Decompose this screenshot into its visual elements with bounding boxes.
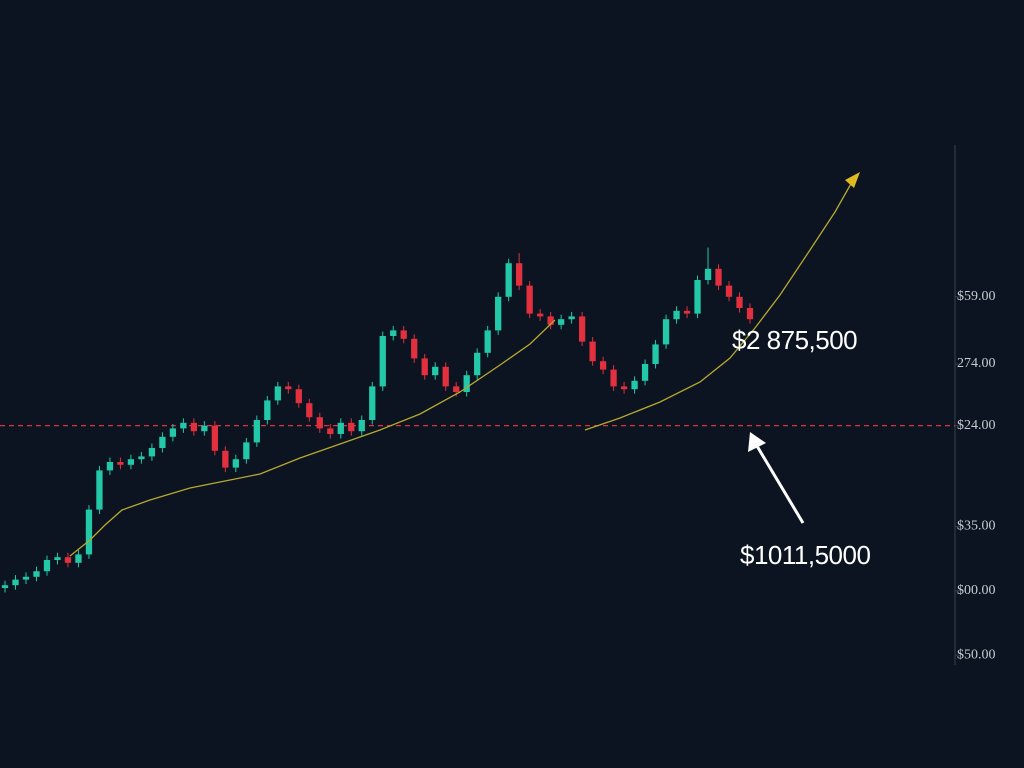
candle-body bbox=[264, 400, 271, 420]
candle-body bbox=[704, 268, 712, 280]
candle-body bbox=[379, 336, 386, 387]
moving-average bbox=[69, 319, 556, 557]
candle-body bbox=[54, 557, 61, 560]
candle-body bbox=[432, 366, 439, 376]
candle-body bbox=[484, 330, 491, 353]
candle-body bbox=[12, 579, 19, 586]
candle-body bbox=[96, 470, 103, 510]
candle-body bbox=[746, 308, 754, 320]
candle-body bbox=[22, 576, 30, 580]
candle-body bbox=[232, 459, 239, 468]
candle-body bbox=[243, 442, 250, 460]
candle-body bbox=[117, 462, 124, 465]
candle-body bbox=[526, 285, 533, 314]
candle-body bbox=[211, 425, 219, 451]
candle-body bbox=[348, 422, 355, 432]
candle-body bbox=[516, 263, 523, 286]
candle-body bbox=[463, 375, 470, 392]
pointer-arrowhead bbox=[748, 432, 766, 452]
candle-body bbox=[568, 316, 575, 320]
candle-body bbox=[589, 341, 596, 362]
y-tick-label: 274.00 bbox=[957, 356, 996, 371]
candle-body bbox=[641, 364, 649, 381]
candle-body bbox=[421, 358, 428, 376]
candle-body bbox=[620, 386, 628, 390]
candle-body bbox=[715, 268, 722, 286]
y-tick-label: $24.00 bbox=[957, 418, 996, 433]
candle-body bbox=[453, 386, 460, 392]
candle-body bbox=[316, 417, 323, 429]
candle-body bbox=[306, 403, 313, 418]
candle-body bbox=[180, 422, 187, 429]
candle-body bbox=[138, 456, 145, 460]
candle-body bbox=[683, 310, 691, 314]
candle-body bbox=[190, 422, 198, 432]
candle-body bbox=[337, 422, 344, 434]
grid: $59.00 274.00 $24.00 $35.00 $00.00 $50.00 bbox=[0, 289, 996, 662]
candle-body bbox=[169, 428, 177, 437]
candle-body bbox=[358, 420, 365, 432]
candle-body bbox=[599, 361, 607, 370]
candle-body bbox=[631, 380, 638, 390]
y-tick-label: $35.00 bbox=[957, 519, 996, 534]
y-tick-label: $59.00 bbox=[957, 289, 996, 304]
candle-body bbox=[75, 554, 82, 563]
candle-body bbox=[369, 386, 376, 420]
candle-body bbox=[295, 389, 302, 404]
candle-body bbox=[159, 436, 166, 448]
trend-arrowhead bbox=[845, 172, 860, 188]
candle-body bbox=[253, 420, 260, 443]
candle-body bbox=[610, 369, 617, 387]
candle-body bbox=[390, 330, 397, 336]
annotation: $2 875,500 bbox=[732, 325, 857, 355]
pointer-arrow bbox=[755, 445, 805, 524]
candle-body bbox=[495, 296, 502, 331]
candle-body bbox=[652, 344, 659, 364]
candle-body bbox=[474, 352, 481, 376]
candle-body bbox=[400, 330, 407, 339]
candle-body bbox=[43, 560, 51, 572]
candle-body bbox=[106, 462, 114, 471]
candle-body bbox=[736, 296, 743, 308]
candle-body bbox=[148, 448, 156, 457]
candles bbox=[1, 247, 754, 593]
candle-body bbox=[327, 428, 334, 434]
candle-body bbox=[694, 280, 701, 314]
candle-body bbox=[536, 313, 544, 317]
annotation: $1011,5000 bbox=[740, 540, 870, 570]
candle-body bbox=[578, 316, 586, 342]
candle-body bbox=[673, 310, 680, 320]
y-tick-label: $50.00 bbox=[957, 647, 996, 662]
candle-body bbox=[201, 425, 208, 432]
candle-body bbox=[1, 585, 9, 588]
candle-body bbox=[725, 285, 733, 297]
candle-body bbox=[442, 366, 449, 387]
candle-body bbox=[64, 557, 72, 563]
candle-body bbox=[274, 386, 281, 401]
candle-body bbox=[411, 338, 418, 359]
candle-body bbox=[85, 509, 93, 555]
candle-body bbox=[127, 459, 135, 465]
candle-body bbox=[222, 450, 229, 468]
candle-body bbox=[505, 263, 512, 297]
candle-body bbox=[547, 316, 554, 325]
candle-body bbox=[285, 386, 292, 390]
candle-body bbox=[557, 319, 565, 325]
candle-body bbox=[662, 319, 670, 345]
trend-arrow bbox=[584, 181, 853, 431]
candle-body bbox=[33, 571, 40, 577]
y-tick-label: $00.00 bbox=[957, 583, 996, 598]
